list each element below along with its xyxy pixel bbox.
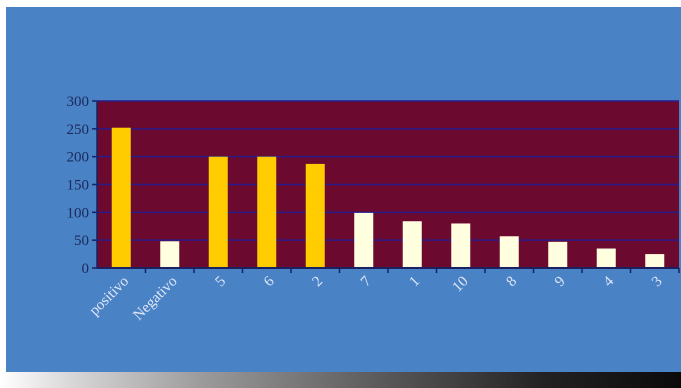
y-tick-label: 100 (67, 205, 90, 221)
x-category-label: positivo (87, 274, 132, 319)
bar-10 (451, 223, 471, 268)
x-category-label: 4 (600, 273, 617, 290)
bar-4 (596, 248, 616, 268)
bar-positivo (111, 127, 131, 268)
bar-8 (499, 236, 519, 268)
bar-5 (208, 156, 228, 268)
x-category-label: 5 (212, 274, 229, 291)
x-category-label: 8 (503, 274, 520, 291)
axes (92, 100, 680, 273)
bar-negativo (160, 241, 180, 268)
bar-1 (402, 221, 422, 268)
y-tick-label: 300 (67, 94, 90, 110)
y-tick-label: 200 (67, 150, 90, 166)
y-tick-label: 0 (82, 261, 90, 277)
x-category-label: 7 (358, 273, 375, 290)
x-category-label: 2 (309, 274, 326, 291)
x-category-label: 9 (552, 274, 569, 291)
x-category-label: Negativo (130, 274, 180, 324)
bars (111, 127, 665, 268)
bar-3 (645, 254, 665, 268)
x-category-label: 10 (450, 274, 472, 296)
bottom-gradient-bar (0, 372, 681, 388)
x-category-label: 6 (261, 273, 278, 290)
bar-9 (548, 241, 568, 268)
gridlines (97, 100, 679, 241)
bar-6 (257, 156, 277, 268)
x-category-label: 1 (406, 274, 423, 291)
bar-2 (305, 163, 325, 268)
y-tick-label: 50 (74, 233, 89, 249)
y-tick-label: 150 (67, 178, 90, 194)
bar-7 (354, 212, 374, 268)
y-tick-label: 250 (67, 122, 90, 138)
x-category-label: 3 (649, 274, 666, 291)
